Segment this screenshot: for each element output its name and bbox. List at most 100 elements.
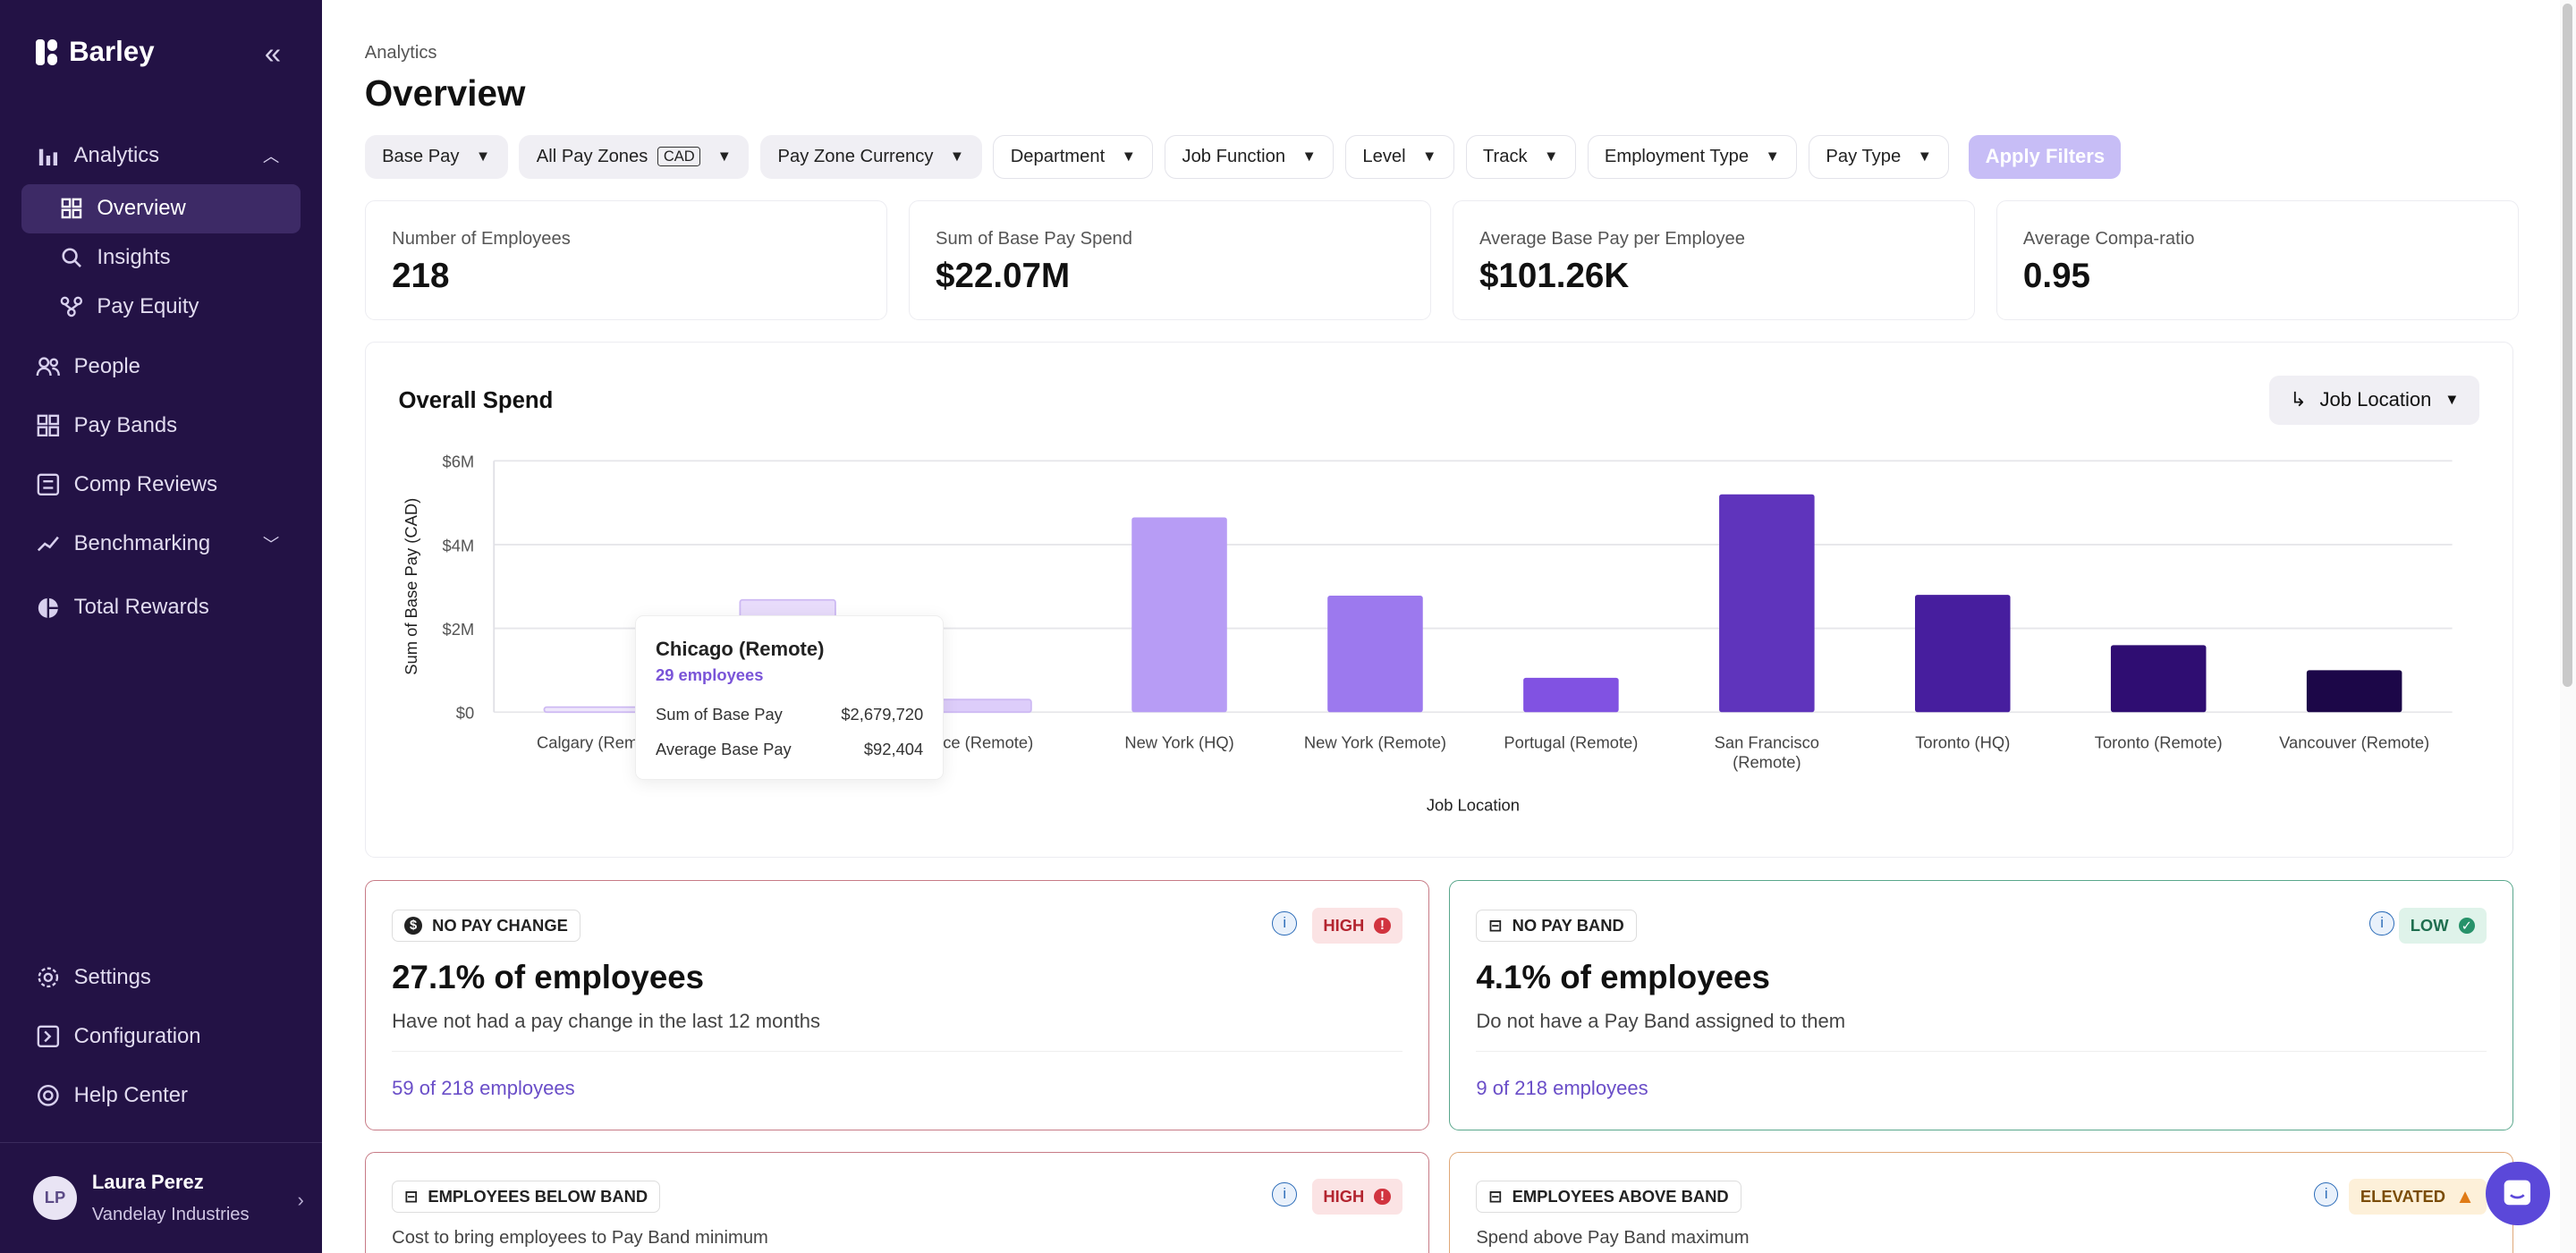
chevron-down-icon: ▼ [1121,148,1136,165]
job-function-filter-label: Job Function [1182,146,1286,166]
severity-badge: ELEVATED ▲ [2349,1178,2487,1215]
tooltip-avg-label: Average Base Pay [655,739,792,758]
sidebar: Barley « Analytics ︿ Overview I [0,0,322,1253]
insight-count-link[interactable]: 59 of 218 employees [392,1077,575,1100]
pay-zones-filter-label: All Pay Zones [536,146,648,166]
nav-analytics[interactable]: Analytics ︿ [0,131,322,181]
bar [1718,494,1815,713]
info-icon[interactable]: i [1272,1181,1297,1207]
nav-pay-bands[interactable]: Pay Bands [0,401,322,450]
nav-overview[interactable]: Overview [21,183,301,233]
bands-icon: ⊟ [1488,1187,1503,1206]
bar [1522,677,1619,713]
nav-help-center[interactable]: Help Center [0,1071,322,1121]
info-icon[interactable]: i [1272,910,1297,936]
gear-icon [36,965,61,990]
employment-type-filter-label: Employment Type [1604,146,1750,166]
employment-type-filter[interactable]: Employment Type ▼ [1587,134,1798,180]
pay-type-filter[interactable]: Pay Type ▼ [1809,134,1950,180]
insight-below-band[interactable]: ⊟ EMPLOYEES BELOW BAND i HIGH! Cost to br… [364,1151,1429,1253]
breadcrumb[interactable]: Analytics [364,42,437,63]
insight-tag-label: NO PAY BAND [1512,916,1624,936]
kpi-value: $101.26K [1479,256,1630,295]
level-filter-label: Level [1362,146,1406,166]
bar [1131,517,1227,713]
nav-benchmarking-label: Benchmarking [73,530,211,555]
x-tick-label: Vancouver (Remote) [2279,733,2429,752]
filter-bar: Base Pay ▼ All Pay Zones CAD ▼ Pay Zone Cur… [364,134,2122,180]
bar [1914,595,2011,713]
nav-pay-bands-label: Pay Bands [73,412,178,437]
tooltip-sum-value: $2,679,720 [841,705,924,724]
kpi-value: 218 [392,256,450,295]
insight-no-pay-band[interactable]: ⊟ NO PAY BAND i LOW ✓ 4.1% of employees Do… [1448,880,2514,1130]
tooltip-employees: 29 employees [655,665,764,685]
chevron-down-icon: ▼ [1917,148,1932,165]
kpi-value: $22.07M [936,256,1071,295]
x-tick-label: (Remote) [1733,753,1801,772]
review-list-icon [36,472,61,497]
track-filter-label: Track [1482,146,1528,166]
bar [935,698,1032,714]
nav-help-center-label: Help Center [73,1083,188,1108]
nav-settings[interactable]: Settings [0,952,322,1002]
magnifier-icon [59,246,84,271]
chat-icon [2504,1180,2531,1206]
nav-people[interactable]: People [0,342,322,391]
info-icon[interactable]: i [2369,910,2394,936]
base-pay-filter[interactable]: Base Pay ▼ [364,134,508,180]
barley-logo-icon [36,38,59,66]
level-filter[interactable]: Level ▼ [1345,134,1454,180]
y-tick-label: $6M [442,453,474,471]
overall-spend-chart: $0 $2M $4M $6M Sum of Base Pay (CAD) Calgary … [402,453,2453,814]
brand-logo[interactable]: Barley [36,36,155,68]
bands-icon: ⊟ [403,1187,419,1206]
kpi-label: Sum of Base Pay Spend [936,229,1132,250]
avatar: LP [32,1175,78,1221]
job-function-filter[interactable]: Job Function ▼ [1165,134,1335,180]
x-tick-label: nce (Remote) [934,733,1033,752]
currency-tag: CAD [657,147,701,167]
insight-above-band[interactable]: ⊟ EMPLOYEES ABOVE BAND i ELEVATED ▲ Spend … [1448,1151,2514,1253]
x-tick-label: Calgary (Remo [537,733,647,752]
apply-filters-button[interactable]: Apply Filters [1969,134,2122,180]
nav-configuration[interactable]: Configuration [0,1012,322,1061]
y-tick-label: $0 [456,704,474,723]
kpi-value: 0.95 [2022,256,2090,295]
chat-launcher-button[interactable] [2485,1161,2550,1226]
corner-arrow-icon: ↳ [2290,388,2307,411]
nav-people-label: People [73,353,140,378]
insight-tag: ⊟ EMPLOYEES BELOW BAND [392,1180,661,1214]
insight-count-link[interactable]: 9 of 218 employees [1476,1077,1648,1100]
nav-insights[interactable]: Insights [0,233,322,283]
user-name: Laura Perez [91,1170,204,1193]
nav-total-rewards-label: Total Rewards [73,595,209,620]
kpi-label: Number of Employees [392,229,571,250]
nav-comp-reviews-label: Comp Reviews [73,471,218,496]
pay-zones-filter[interactable]: All Pay Zones CAD ▼ [519,134,750,180]
chevron-down-icon: ▼ [716,148,732,165]
people-network-icon [59,295,84,320]
nav-pay-equity[interactable]: Pay Equity [0,283,322,332]
user-profile[interactable]: LP Laura Perez Vandelay Industries › [0,1141,322,1253]
scrollbar-thumb[interactable] [2563,3,2573,687]
insight-tag: $ NO PAY CHANGE [392,909,580,943]
kpi-employees: Number of Employees 218 [364,200,887,321]
department-filter[interactable]: Department ▼ [993,134,1154,180]
department-filter-label: Department [1010,146,1106,166]
insight-no-pay-change[interactable]: $ NO PAY CHANGE i HIGH! 27.1% of employee… [364,880,1429,1130]
info-icon[interactable]: i [2313,1181,2339,1207]
y-tick-label: $4M [442,536,474,555]
pay-zone-currency-filter[interactable]: Pay Zone Currency ▼ [760,134,982,180]
nav-total-rewards[interactable]: Total Rewards [0,583,322,632]
nav-configuration-label: Configuration [73,1023,201,1048]
collapse-sidebar-icon[interactable]: « [264,38,281,72]
nav-comp-reviews[interactable]: Comp Reviews [0,460,322,509]
nav-overview-label: Overview [97,196,186,221]
nav-benchmarking[interactable]: Benchmarking ﹀ [0,519,322,568]
track-filter[interactable]: Track ▼ [1465,134,1576,180]
insight-description: Spend above Pay Band maximum [1476,1228,1750,1248]
users-icon [36,354,61,379]
group-by-dropdown[interactable]: ↳ Job Location ▼ [2269,375,2480,425]
bar [2110,645,2207,713]
